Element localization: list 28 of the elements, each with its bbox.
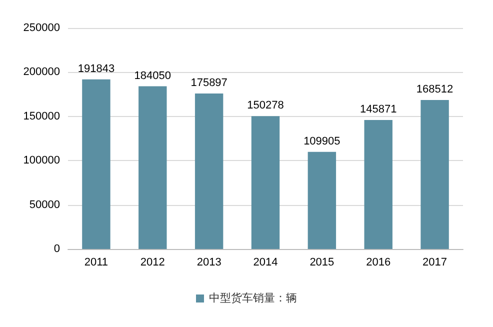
data-label: 168512 bbox=[416, 84, 454, 96]
bar bbox=[138, 86, 167, 249]
bar bbox=[251, 116, 280, 249]
y-tick-label: 100000 bbox=[23, 154, 60, 167]
legend-label: 中型货车销量：辆 bbox=[209, 292, 297, 304]
data-label: 150278 bbox=[247, 100, 284, 112]
y-tick-label: 150000 bbox=[23, 110, 60, 122]
x-tick-label: 2012 bbox=[140, 256, 165, 268]
bar bbox=[420, 100, 449, 249]
bar bbox=[194, 94, 224, 249]
y-tick-label: 0 bbox=[54, 243, 60, 255]
data-label: 109905 bbox=[304, 135, 340, 148]
bar bbox=[82, 79, 110, 249]
x-tick-label: 2013 bbox=[196, 256, 222, 268]
x-tick-label: 2014 bbox=[253, 256, 278, 268]
y-tick-label: 50000 bbox=[29, 198, 60, 211]
data-label: 191843 bbox=[78, 62, 115, 75]
y-tick-label: 250000 bbox=[23, 22, 60, 34]
y-tick-label: 200000 bbox=[23, 66, 60, 78]
x-tick-label: 2017 bbox=[422, 256, 448, 268]
data-label: 184050 bbox=[134, 70, 171, 82]
data-label: 145871 bbox=[360, 104, 397, 116]
x-tick-label: 2011 bbox=[84, 256, 108, 268]
x-tick-label: 2016 bbox=[366, 256, 391, 268]
data-label: 175897 bbox=[190, 77, 228, 90]
bar bbox=[308, 152, 336, 249]
x-tick-label: 2015 bbox=[310, 256, 334, 268]
bar bbox=[364, 120, 392, 249]
